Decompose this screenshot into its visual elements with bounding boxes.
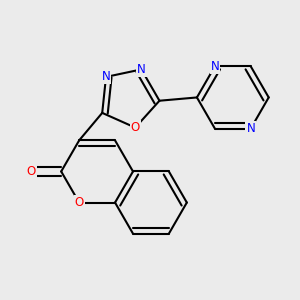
Text: O: O [74,196,84,209]
Text: N: N [102,70,110,83]
Text: N: N [137,63,146,76]
Text: N: N [211,60,219,73]
Text: N: N [246,122,255,135]
Text: O: O [27,165,36,178]
Text: O: O [130,121,140,134]
